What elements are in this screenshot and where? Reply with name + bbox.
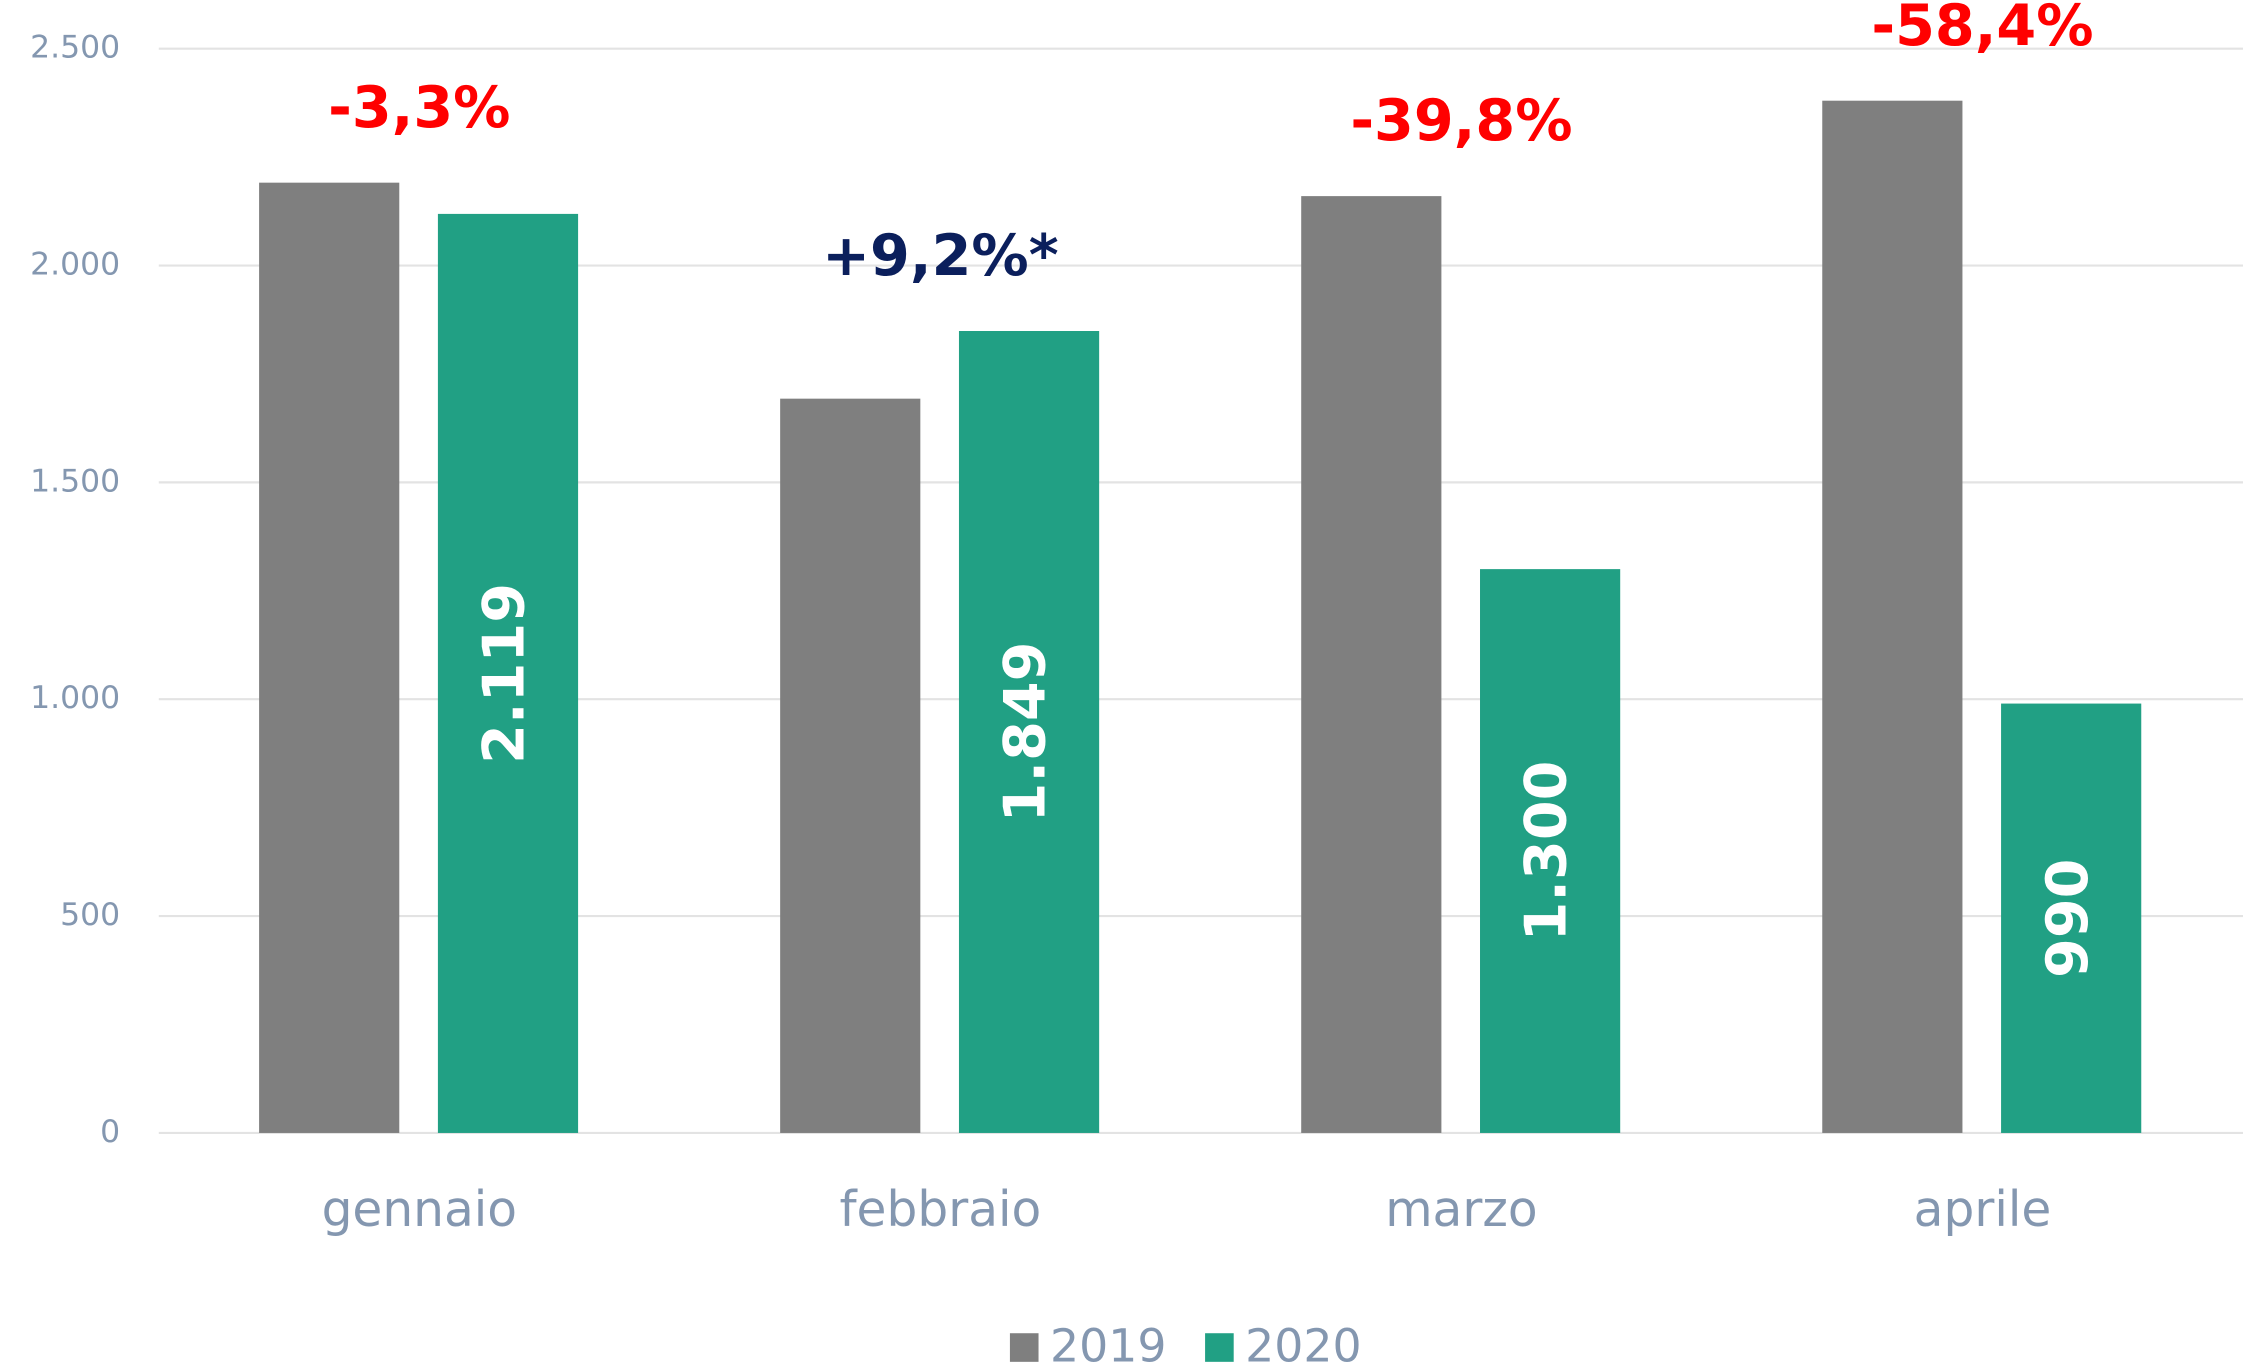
legend-label: 2019	[1050, 1319, 1166, 1369]
value-label: 1.300	[1514, 761, 1580, 942]
x-tick-label: febbraio	[839, 1182, 1041, 1238]
bar	[1480, 569, 1621, 1133]
y-tick-label: 500	[60, 897, 120, 933]
value-label: 990	[2035, 859, 2101, 978]
x-tick-label: gennaio	[322, 1182, 517, 1238]
legend-swatch	[1009, 1333, 1039, 1362]
y-tick-label: 0	[100, 1114, 120, 1150]
legend-swatch	[1205, 1333, 1234, 1362]
y-tick-label: 2.500	[30, 30, 120, 66]
bar	[259, 182, 400, 1133]
value-label: 2.119	[472, 583, 538, 764]
y-tick-label: 1.000	[30, 680, 120, 716]
y-tick-label: 1.500	[30, 463, 120, 499]
annotation: +9,2%*	[822, 223, 1058, 289]
bar	[958, 331, 1100, 1133]
bar	[1301, 196, 1442, 1133]
bar	[437, 213, 579, 1133]
x-tick-label: marzo	[1385, 1182, 1537, 1238]
value-label: 1.849	[993, 642, 1059, 823]
bar	[780, 398, 921, 1133]
annotation: -39,8%	[1350, 88, 1572, 154]
bar	[2001, 703, 2142, 1133]
bar	[1822, 100, 1963, 1133]
annotation: -3,3%	[328, 75, 510, 141]
annotation: -58,4%	[1871, 0, 2093, 59]
x-tick-label: aprile	[1914, 1182, 2052, 1238]
legend-label: 2020	[1245, 1319, 1361, 1369]
y-tick-label: 2.000	[30, 247, 120, 283]
